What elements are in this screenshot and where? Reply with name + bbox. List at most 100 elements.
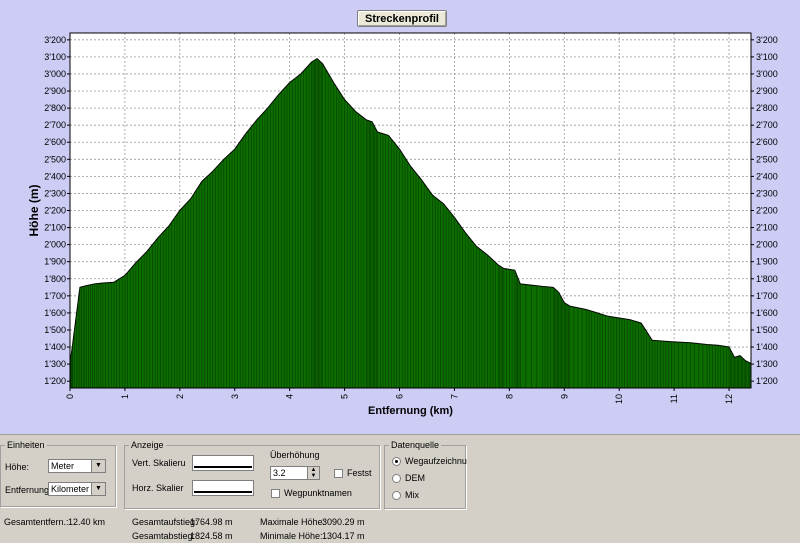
ueberhoehung-label: Überhöhung (270, 450, 320, 460)
min-hoehe-label: Minimale Höhe: (260, 531, 323, 541)
gesamtaufstieg-value: 1764.98 m (190, 517, 233, 527)
radio-mix[interactable] (392, 491, 401, 500)
x-tick-label: 0 (65, 394, 75, 399)
y-tick-label-left: 2'600 (44, 137, 66, 147)
radio-wegaufzeichnung[interactable] (392, 457, 401, 466)
festst-checkbox[interactable] (334, 469, 343, 478)
slider-track (194, 491, 252, 493)
y-tick-label-right: 2'300 (756, 188, 778, 198)
wegpunktnamen-label: Wegpunktnamen (284, 488, 352, 498)
y-tick-label-left: 2'100 (44, 223, 66, 233)
x-tick-label: 12 (724, 394, 734, 404)
y-tick-label-right: 2'400 (756, 171, 778, 181)
y-tick-label-left: 2'300 (44, 188, 66, 198)
anzeige-legend: Anzeige (129, 440, 166, 450)
y-tick-label-left: 1'800 (44, 274, 66, 284)
x-tick-label: 6 (395, 394, 405, 399)
y-tick-label-right: 3'200 (756, 35, 778, 45)
y-tick-label-left: 2'900 (44, 86, 66, 96)
y-tick-label-right: 1'300 (756, 359, 778, 369)
x-tick-label: 5 (340, 394, 350, 399)
y-tick-label-left: 1'300 (44, 359, 66, 369)
y-tick-label-left: 2'500 (44, 154, 66, 164)
chart-title-button[interactable]: Streckenprofil (357, 10, 447, 27)
vert-scale-label: Vert. Skalieru (132, 458, 186, 468)
y-tick-label-left: 2'000 (44, 240, 66, 250)
chevron-down-icon[interactable]: ▼ (91, 483, 105, 495)
y-axis-label: Höhe (m) (27, 185, 41, 237)
einheiten-group: Einheiten (0, 440, 116, 507)
entfernung-unit-select[interactable]: Kilometer ▼ (48, 482, 106, 496)
y-tick-label-right: 3'100 (756, 52, 778, 62)
x-tick-label: 3 (230, 394, 240, 399)
radio-dem[interactable] (392, 474, 401, 483)
y-tick-label-right: 2'900 (756, 86, 778, 96)
y-tick-label-left: 3'200 (44, 35, 66, 45)
gesamtentfernung-label: Gesamtentfern.: (4, 517, 69, 527)
y-tick-label-left: 3'100 (44, 52, 66, 62)
slider-track (194, 466, 252, 468)
y-tick-label-right: 1'700 (756, 291, 778, 301)
datenquelle-group: Datenquelle (384, 440, 466, 509)
datenquelle-legend: Datenquelle (389, 440, 442, 450)
x-tick-label: 8 (504, 394, 514, 399)
max-hoehe-value: 3090.29 m (322, 517, 365, 527)
ueberhoehung-value: 3.2 (273, 468, 286, 478)
hoehe-unit-select[interactable]: Meter ▼ (48, 459, 106, 473)
gesamtabstieg-label: Gesamtabstieg: (132, 531, 196, 541)
x-tick-label: 10 (614, 394, 624, 404)
x-tick-label: 11 (669, 394, 679, 403)
y-tick-label-right: 2'200 (756, 206, 778, 216)
horz-scale-slider[interactable] (192, 480, 254, 496)
y-tick-label-left: 2'400 (44, 171, 66, 181)
ueberhoehung-spinner[interactable]: 3.2 ▲ ▼ (270, 466, 320, 480)
gesamtabstieg-value: 1824.58 m (190, 531, 233, 541)
y-tick-label-right: 1'900 (756, 257, 778, 267)
anzeige-group: Anzeige (124, 440, 380, 509)
x-tick-label: 9 (559, 394, 569, 399)
y-tick-label-right: 2'700 (756, 120, 778, 130)
y-tick-label-right: 2'000 (756, 240, 778, 250)
y-tick-label-right: 2'500 (756, 154, 778, 164)
y-tick-label-right: 1'500 (756, 325, 778, 335)
elevation-profile-chart: 1'200 1'200 1'300 1'300 1'400 1'400 1'500 1'500… (27, 32, 778, 417)
gesamtaufstieg-label: Gesamtaufstieg: (132, 517, 198, 527)
y-tick-label-right: 1'200 (756, 376, 778, 386)
y-tick-label-left: 2'700 (44, 120, 66, 130)
spin-arrows-icon[interactable]: ▲ ▼ (307, 467, 319, 479)
vert-scale-slider[interactable] (192, 455, 254, 471)
x-tick-label: 7 (449, 394, 459, 399)
hoehe-label: Höhe: (5, 462, 30, 472)
gesamtentfernung-value: 12.40 km (68, 517, 106, 527)
horz-scale-label: Horz. Skalier (132, 483, 184, 493)
x-tick-label: 1 (120, 394, 130, 399)
chevron-down-icon[interactable]: ▼ (91, 460, 105, 472)
y-tick-label-left: 1'700 (44, 291, 66, 301)
y-tick-label-right: 3'000 (756, 69, 778, 79)
max-hoehe-label: Maximale Höhe: (260, 517, 326, 527)
min-hoehe-value: 1304.17 m (322, 531, 365, 541)
y-tick-label-left: 2'800 (44, 103, 66, 113)
y-tick-label-left: 1'400 (44, 342, 66, 352)
radio-mix-label: Mix (405, 490, 419, 500)
y-tick-label-right: 1'800 (756, 274, 778, 284)
y-tick-label-left: 1'900 (44, 257, 66, 267)
x-tick-label: 2 (175, 394, 185, 399)
y-tick-label-left: 1'200 (44, 376, 66, 386)
x-tick-label: 4 (285, 394, 295, 399)
wegpunktnamen-checkbox[interactable] (271, 489, 280, 498)
options-panel: Einheiten Höhe: Meter ▼ Entfernung: Kilo… (0, 434, 800, 543)
radio-wegaufzeichnung-label: Wegaufzeichnu (405, 456, 467, 466)
einheiten-legend: Einheiten (5, 440, 47, 450)
y-tick-label-right: 2'800 (756, 103, 778, 113)
festst-label: Festst (347, 468, 372, 478)
entfernung-unit-value: Kilometer (51, 484, 90, 494)
x-axis-label: Entfernung (km) (368, 405, 453, 417)
y-tick-label-left: 1'600 (44, 308, 66, 318)
y-tick-label-left: 2'200 (44, 206, 66, 216)
y-tick-label-left: 1'500 (44, 325, 66, 335)
hoehe-unit-value: Meter (51, 461, 75, 471)
y-tick-label-left: 3'000 (44, 69, 66, 79)
entfernung-label: Entfernung: (5, 485, 52, 495)
y-tick-label-right: 2'100 (756, 223, 778, 233)
